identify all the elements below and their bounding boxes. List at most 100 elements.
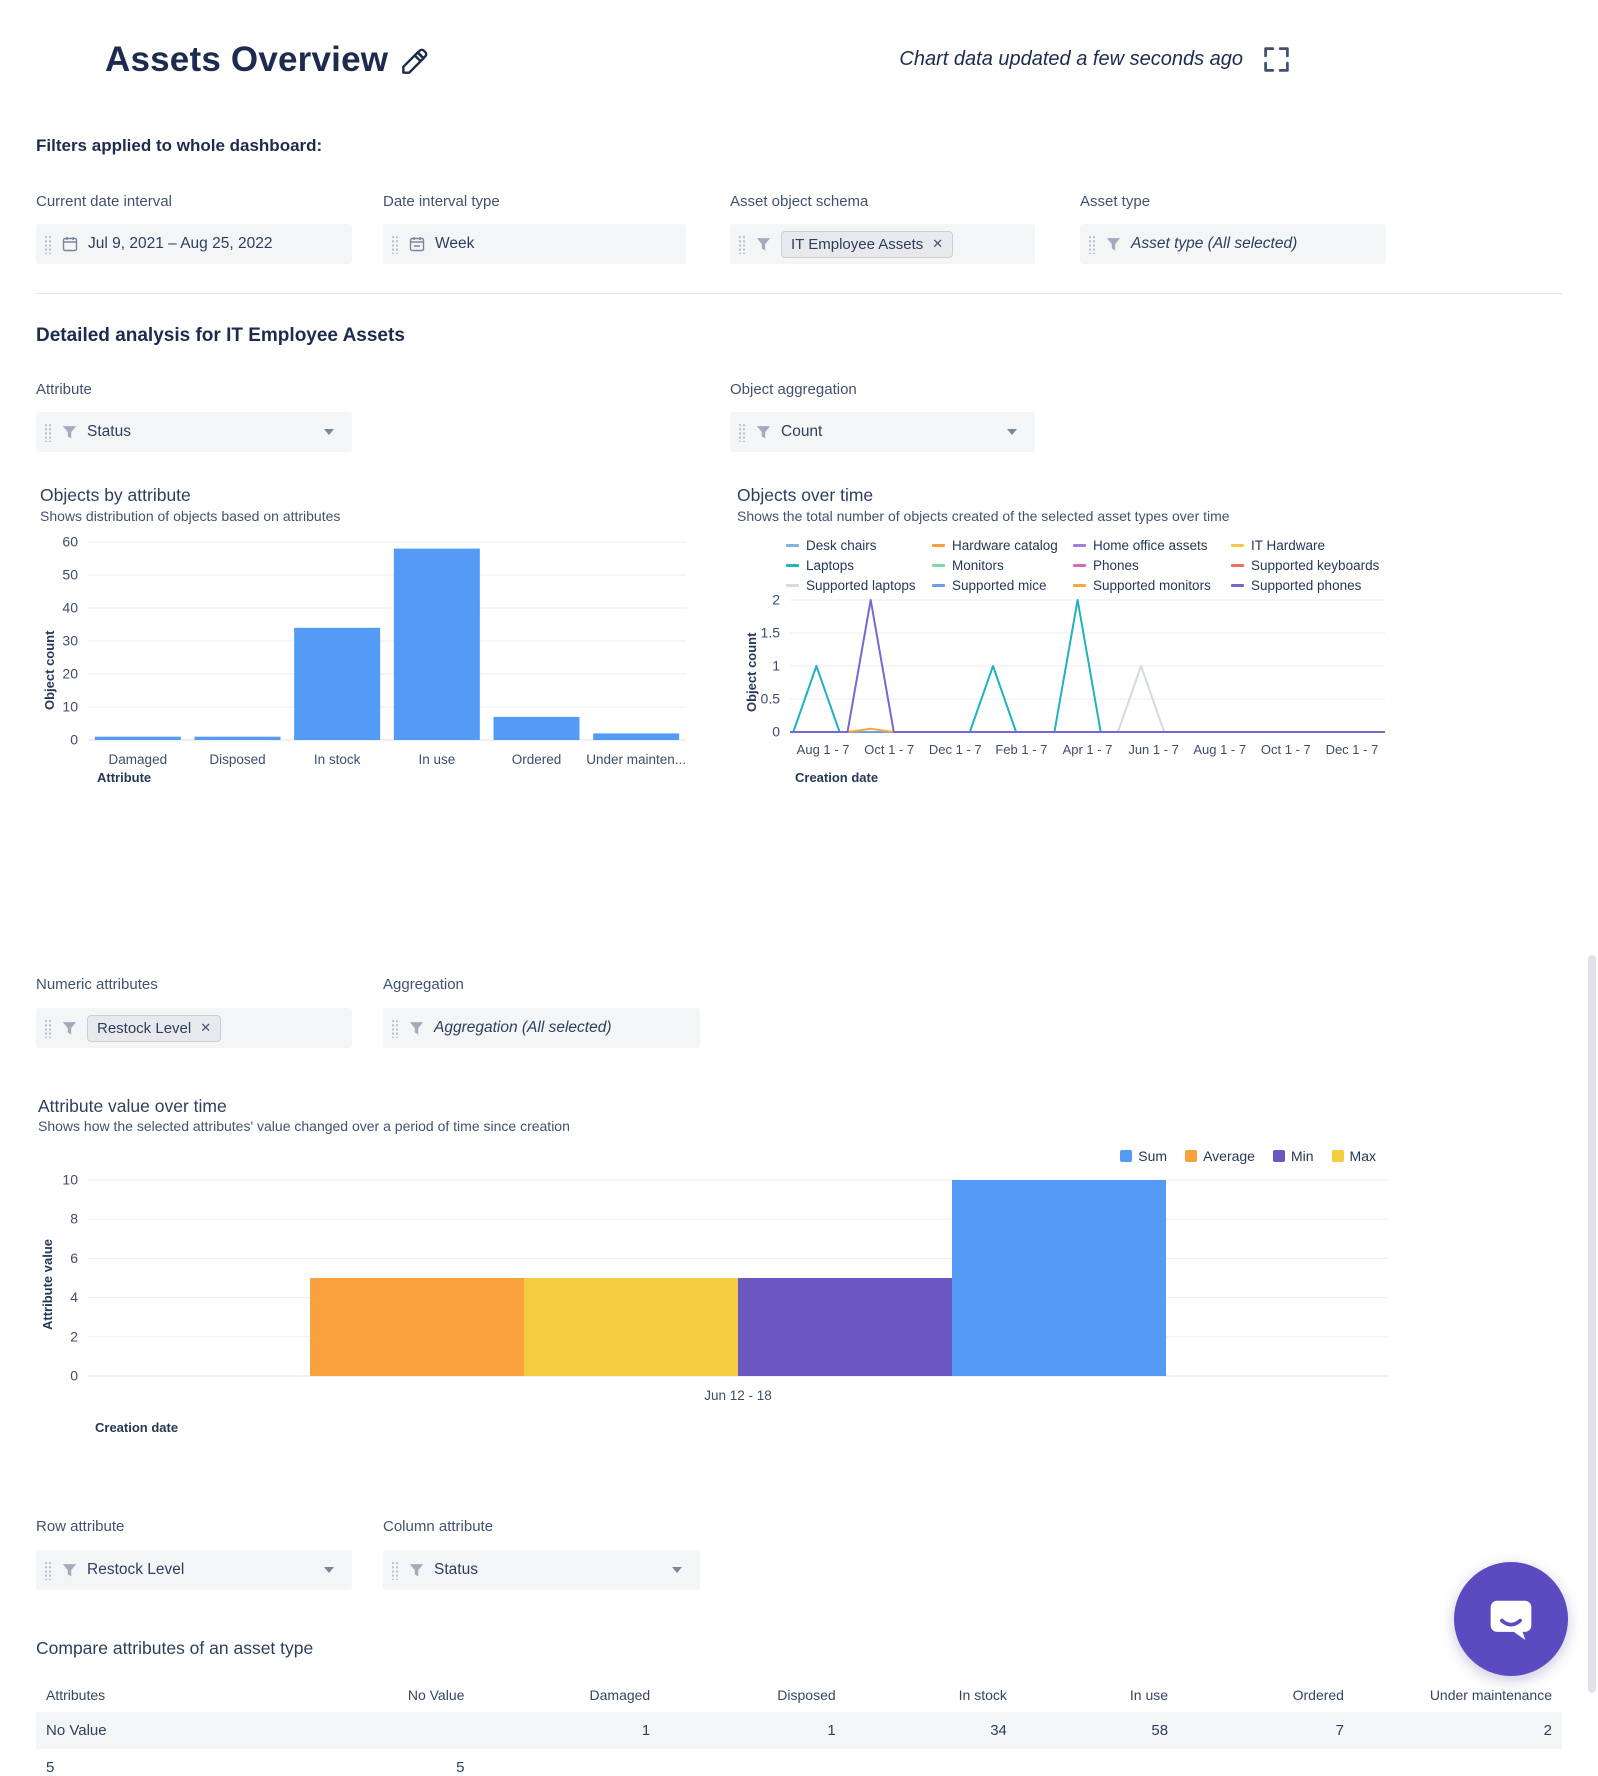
table-cell: 34 — [990, 1722, 1007, 1739]
bar-In use[interactable] — [393, 548, 480, 740]
drag-handle[interactable] — [1088, 234, 1096, 254]
legend-item[interactable]: Supported laptops — [786, 578, 932, 593]
svg-text:8: 8 — [70, 1211, 78, 1227]
numeric-attr-chip[interactable]: Restock Level ✕ — [87, 1014, 222, 1042]
attribute-select[interactable]: Status — [36, 412, 352, 452]
filter-funnel-icon — [1106, 237, 1121, 250]
legend-item[interactable]: Sum — [1120, 1148, 1167, 1164]
table-cell: 58 — [1151, 1722, 1169, 1739]
legend-item[interactable]: Desk chairs — [786, 538, 932, 553]
section-divider — [36, 293, 1562, 294]
legend-swatch — [1331, 1150, 1344, 1162]
bar-Under mainten...[interactable] — [593, 733, 680, 740]
asset-type-field[interactable]: Asset type (All selected) — [1080, 224, 1386, 264]
svg-text:2: 2 — [70, 1328, 78, 1344]
legend-item[interactable]: Min — [1272, 1148, 1314, 1164]
edit-title-button[interactable] — [398, 46, 430, 83]
analysis-heading: Detailed analysis for IT Employee Assets — [36, 325, 405, 346]
drag-handle[interactable] — [44, 422, 52, 442]
attribute-value-chart: 0 2 4 6 8 10 Jun 12 - 18 — [36, 1168, 1396, 1418]
legend-item[interactable]: Phones — [1073, 558, 1231, 573]
chevron-down-icon — [324, 1567, 334, 1573]
remove-chip-icon[interactable]: ✕ — [932, 236, 944, 251]
numeric-attr-chip-label: Restock Level — [97, 1019, 192, 1037]
chart2-xlabel: Creation date — [795, 770, 879, 785]
bar-Sum[interactable] — [952, 1180, 1166, 1376]
drag-handle[interactable] — [44, 1018, 52, 1038]
legend-item[interactable]: Supported phones — [1231, 578, 1379, 593]
legend-item[interactable]: IT Hardware — [1231, 538, 1379, 553]
svg-text:2: 2 — [772, 592, 780, 608]
drag-handle[interactable] — [391, 1018, 399, 1038]
table-header-cell: Disposed — [777, 1687, 836, 1703]
row-attribute-select[interactable]: Restock Level — [36, 1550, 352, 1590]
svg-text:50: 50 — [62, 567, 78, 583]
legend-item[interactable]: Home office assets — [1073, 538, 1231, 553]
legend-label: Sum — [1138, 1148, 1168, 1164]
bar-Disposed[interactable] — [194, 736, 281, 740]
drag-handle[interactable] — [391, 1560, 399, 1580]
calendar-icon — [62, 237, 78, 252]
legend-item[interactable]: Supported keyboards — [1231, 558, 1379, 573]
svg-text:0.5: 0.5 — [761, 691, 781, 707]
date-interval-field[interactable]: Jul 9, 2021 – Aug 25, 2022 — [36, 224, 352, 264]
bar-In stock[interactable] — [294, 627, 381, 740]
column-attribute-value: Status — [434, 1561, 478, 1578]
legend-swatch — [1185, 1150, 1198, 1162]
filter-funnel-icon — [62, 1563, 77, 1576]
bar-Average[interactable] — [310, 1278, 524, 1376]
drag-handle[interactable] — [738, 422, 746, 442]
aggregation2-field[interactable]: Aggregation (All selected) — [383, 1008, 700, 1048]
legend-label: Min — [1290, 1148, 1314, 1164]
legend-swatch — [932, 544, 945, 547]
schema-chip[interactable]: IT Employee Assets ✕ — [781, 230, 954, 258]
filters-heading: Filters applied to whole dashboard: — [36, 136, 323, 155]
legend-label: Home office assets — [1093, 538, 1208, 553]
legend-swatch — [932, 584, 945, 587]
legend-item[interactable]: Supported monitors — [1073, 578, 1231, 593]
bar-Damaged[interactable] — [94, 736, 181, 740]
legend-label: Supported phones — [1251, 578, 1362, 593]
legend-label: Laptops — [806, 558, 855, 573]
svg-text:Jun 1 - 7: Jun 1 - 7 — [1128, 742, 1179, 757]
interval-type-field[interactable]: Week — [383, 224, 686, 264]
drag-handle[interactable] — [738, 234, 746, 254]
header-right: Chart data updated a few seconds ago — [899, 46, 1290, 73]
series-Laptops[interactable] — [790, 599, 1385, 733]
objects-by-attribute-chart: 0 10 20 30 40 50 60 Damaged Disposed In stock In u… — [36, 532, 701, 777]
legend-swatch — [1231, 584, 1244, 587]
column-attribute-select[interactable]: Status — [383, 1550, 700, 1590]
column-attribute-label: Column attribute — [383, 1518, 494, 1535]
legend-item[interactable]: Monitors — [932, 558, 1073, 573]
object-schema-field[interactable]: IT Employee Assets ✕ — [730, 224, 1035, 264]
remove-chip-icon[interactable]: ✕ — [200, 1020, 212, 1035]
chat-launcher-button[interactable] — [1454, 1562, 1568, 1676]
drag-handle[interactable] — [44, 1560, 52, 1580]
legend-item[interactable]: Average — [1185, 1148, 1255, 1164]
bar-Min[interactable] — [738, 1278, 952, 1376]
legend-item[interactable]: Max — [1331, 1148, 1376, 1164]
legend-swatch — [932, 564, 945, 567]
legend-swatch — [1073, 584, 1086, 587]
legend-swatch — [1231, 544, 1244, 547]
drag-handle[interactable] — [391, 234, 399, 254]
legend-item[interactable]: Laptops — [786, 558, 932, 573]
bar-Ordered[interactable] — [493, 716, 580, 740]
numeric-attributes-field[interactable]: Restock Level ✕ — [36, 1008, 352, 1048]
legend-item[interactable]: Supported mice — [932, 578, 1073, 593]
svg-text:Dec 1 - 7: Dec 1 - 7 — [929, 742, 982, 757]
legend-item[interactable]: Hardware catalog — [932, 538, 1073, 553]
svg-text:Ordered: Ordered — [512, 752, 562, 767]
series-Supported phones[interactable] — [790, 599, 1385, 733]
vertical-scrollbar[interactable] — [1588, 955, 1596, 1693]
table-header-cell: In use — [1129, 1687, 1169, 1703]
schema-chip-label: IT Employee Assets — [791, 235, 924, 253]
drag-handle[interactable] — [44, 234, 52, 254]
table-cell — [474, 1749, 660, 1776]
fullscreen-button[interactable] — [1263, 46, 1290, 73]
bar-Max[interactable] — [524, 1278, 738, 1376]
aggregation-select[interactable]: Count — [730, 412, 1035, 452]
objects-over-time-chart: 0 0.5 1 1.5 2 Aug 1 - 7 Oct 1 - 7 Dec 1 - 7 Feb … — [740, 592, 1395, 772]
svg-text:Oct 1 - 7: Oct 1 - 7 — [1261, 742, 1311, 757]
row-attribute-label: Row attribute — [36, 1518, 125, 1535]
